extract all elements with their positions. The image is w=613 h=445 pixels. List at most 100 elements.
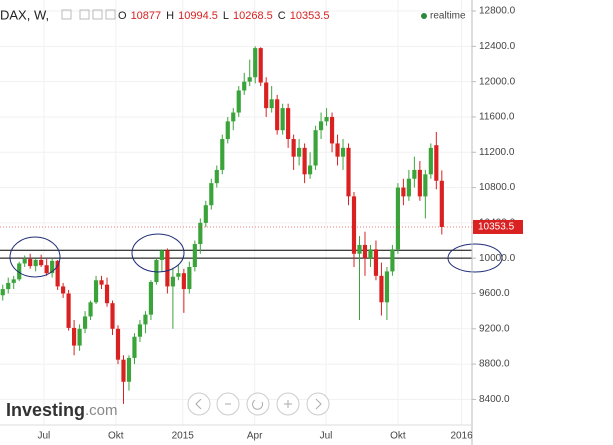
candle-body — [258, 48, 263, 83]
candle-body — [0, 289, 5, 296]
icon — [61, 9, 72, 20]
candle-body — [439, 180, 444, 227]
y-tick-label: 10000.0 — [479, 253, 516, 264]
candle-body — [203, 205, 208, 223]
ohlc-value: 10994.5 — [178, 10, 218, 22]
candle-body — [110, 303, 115, 329]
candle-body — [286, 108, 291, 140]
candle-body — [357, 244, 362, 254]
nav-left[interactable] — [187, 392, 211, 416]
annotation-ellipse — [447, 243, 503, 273]
candle-body — [324, 116, 329, 122]
ohlc-key: H — [166, 10, 174, 22]
candle-body — [88, 302, 93, 317]
candle-body — [115, 328, 121, 360]
logo-main: Investing — [6, 400, 85, 420]
candle-body — [340, 147, 346, 157]
y-tick-label: 8800.0 — [479, 359, 510, 370]
candle-body — [423, 174, 428, 197]
status-dot — [421, 13, 427, 19]
candle-body — [318, 121, 324, 131]
candle-body — [44, 265, 49, 274]
symbol: DAX, W, — [0, 7, 49, 22]
candle-body — [209, 183, 214, 206]
ohlc-text: O 10877 H 10994.5 L 10268.5 C 10353.5 — [118, 10, 329, 22]
candle-body — [297, 147, 302, 157]
candle-body — [247, 77, 252, 82]
candle-body — [335, 143, 340, 157]
candle-body — [82, 316, 88, 329]
candle-body — [165, 250, 170, 287]
candle-body — [126, 357, 132, 382]
y-tick-label: 12000.0 — [479, 76, 516, 87]
candle-body — [170, 276, 175, 287]
candle-body — [28, 259, 33, 267]
icon — [105, 9, 116, 20]
x-tick-label: Okt — [390, 431, 406, 442]
candle-body — [143, 314, 148, 325]
candle-body — [280, 108, 285, 131]
icon — [79, 9, 90, 20]
reset[interactable] — [246, 392, 270, 416]
candle-body — [231, 112, 236, 122]
candle-body — [198, 222, 203, 245]
last-price-box — [473, 219, 523, 234]
candle-body — [362, 244, 368, 259]
ohlc-key: C — [278, 10, 286, 22]
nav-buttons — [187, 392, 330, 416]
candle-body — [269, 99, 274, 109]
candle-body — [242, 81, 247, 91]
y-tick-label: 9600.0 — [479, 288, 510, 299]
status: realtime — [430, 11, 466, 22]
nav-right[interactable] — [306, 392, 330, 416]
candle-body — [434, 145, 439, 181]
x-tick-label: 2016 — [450, 431, 473, 442]
candle-body — [181, 273, 186, 290]
candle-body — [379, 275, 384, 303]
candle-body — [225, 121, 230, 140]
candle-body — [384, 271, 390, 303]
candle-body — [61, 286, 66, 294]
candle-body — [417, 169, 422, 197]
candles — [0, 46, 472, 404]
candle-body — [395, 187, 400, 250]
y-tick-label: 12400.0 — [479, 41, 516, 52]
candle-body — [176, 273, 181, 277]
y-tick-label: 8400.0 — [479, 394, 510, 405]
candle-body — [373, 249, 379, 276]
candle-body — [302, 147, 307, 175]
y-tick-label: 12800.0 — [479, 6, 516, 17]
candle-body — [66, 293, 71, 328]
ohlc-value: 10268.5 — [233, 10, 273, 22]
annotation-ellipse — [131, 233, 185, 273]
candle-body — [291, 139, 296, 157]
candle-body — [236, 90, 241, 113]
candle-body — [6, 282, 11, 290]
x-tick-label: Jul — [38, 431, 51, 442]
candle-body — [77, 328, 82, 346]
candle-body — [39, 259, 44, 266]
candle-body — [192, 244, 197, 268]
ohlc-key: O — [118, 10, 127, 22]
ohlc-header: O 10877 H 10994.5 L 10268.5 C 10353.5 — [118, 10, 329, 22]
x-tick-label: 2015 — [172, 431, 195, 442]
logo-suffix: .com — [85, 402, 118, 419]
ohlc-value: 10877 — [131, 10, 162, 22]
candle-body — [346, 147, 351, 197]
candle-body — [412, 169, 417, 179]
candle-body — [154, 259, 159, 283]
last-price-label: 10353.5 — [478, 222, 515, 233]
candle-body — [132, 336, 137, 358]
candle-body — [401, 187, 406, 197]
candle-body — [148, 282, 154, 315]
y-tick-label: 11200.0 — [479, 147, 515, 158]
candle-body — [104, 284, 110, 304]
candle-body — [11, 279, 16, 283]
candle-body — [17, 263, 22, 280]
candle-body — [390, 249, 395, 272]
ohlc-value: 10353.5 — [290, 10, 330, 22]
candle-body — [121, 359, 126, 382]
candle-body — [351, 196, 357, 254]
axes: 12800.0 12400.0 12000.0 11600.0 11200.0 10800… — [38, 6, 523, 442]
